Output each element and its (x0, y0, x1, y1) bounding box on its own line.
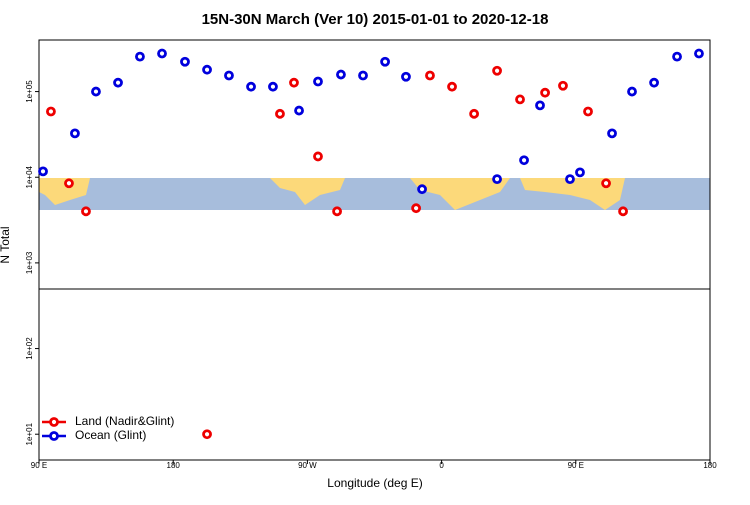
point (601, 178, 611, 189)
point (38, 166, 48, 177)
point (607, 128, 617, 139)
point (180, 56, 190, 67)
x-tick-label: 180 (167, 461, 181, 470)
point (583, 106, 593, 117)
point (81, 206, 91, 217)
point (358, 70, 368, 81)
plot-frame (38, 39, 711, 461)
x-tick-label: 180 (703, 461, 717, 470)
point (380, 56, 390, 67)
point (294, 105, 304, 116)
point (135, 51, 145, 62)
point (268, 81, 278, 92)
point (535, 100, 545, 111)
point (447, 81, 457, 92)
point (401, 71, 411, 82)
point (492, 65, 502, 76)
point (618, 206, 628, 217)
point (469, 108, 480, 119)
point (202, 64, 212, 75)
point (411, 203, 422, 214)
point (694, 48, 704, 59)
y-tick-label: 1e+01 (25, 422, 34, 445)
point (157, 48, 167, 59)
point (275, 108, 285, 119)
legend-marker (49, 417, 59, 427)
point (64, 178, 74, 189)
x-tick-label: 90 W (298, 461, 317, 470)
legend-marker (49, 431, 59, 441)
point (313, 76, 323, 87)
point (46, 106, 56, 117)
point (313, 151, 323, 162)
point (540, 87, 550, 98)
y-tick-label: 1e+03 (25, 251, 34, 274)
y-tick-label: 1e+02 (25, 337, 34, 360)
y-tick-label: 1e+05 (25, 80, 34, 103)
point (91, 86, 101, 97)
legend-label: Ocean (Glint) (75, 428, 146, 442)
point (672, 51, 682, 62)
point (492, 174, 502, 185)
point (332, 206, 342, 217)
legend-label: Land (Nadir&Glint) (75, 414, 174, 428)
map-strip (39, 178, 710, 210)
x-axis-label: Longitude (deg E) (327, 476, 422, 490)
point (202, 429, 212, 440)
point (558, 80, 568, 91)
point (70, 128, 80, 139)
point (649, 77, 659, 88)
y-axis-label: N Total (0, 226, 12, 263)
point (417, 184, 427, 195)
point (627, 86, 637, 97)
point (246, 81, 256, 92)
point (575, 167, 585, 178)
point (515, 94, 525, 105)
x-tick-label: 90 E (568, 461, 584, 470)
y-tick-label: 1e+04 (25, 165, 34, 188)
point (336, 69, 346, 80)
point (224, 70, 234, 81)
point (113, 77, 123, 88)
x-tick-label: 90 E (31, 461, 47, 470)
x-tick-label: 0 (439, 461, 444, 470)
point (289, 77, 299, 88)
point (425, 70, 435, 81)
chart-title: 15N-30N March (Ver 10) 2015-01-01 to 202… (202, 11, 549, 28)
point (519, 155, 529, 166)
point (565, 174, 575, 185)
